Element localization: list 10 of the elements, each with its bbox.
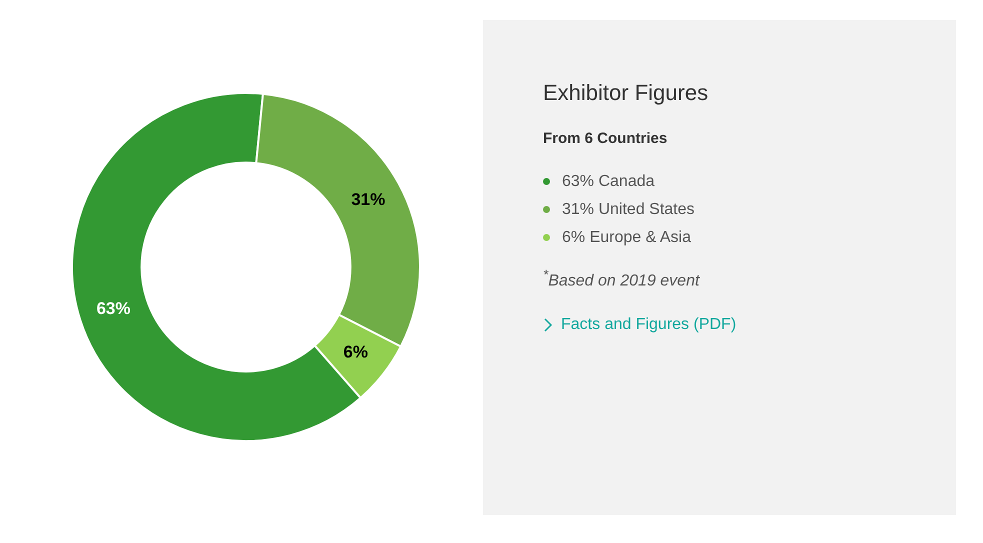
data-label: 6% [343,342,368,362]
text: $^{*}$Based on 2019 event [543,267,701,290]
text: Facts and Figures (PDF) [561,316,736,334]
chart-title: Exhibitor Figures [543,80,710,106]
text: From 6 Countries [543,130,668,147]
legend-label: 31% United States [561,201,696,219]
legend-label: 63% Canada [561,173,656,191]
data-label: 31% [351,190,386,210]
legend-label: 6% Europe & Asia [561,229,692,247]
data-label: 63% [96,299,130,318]
